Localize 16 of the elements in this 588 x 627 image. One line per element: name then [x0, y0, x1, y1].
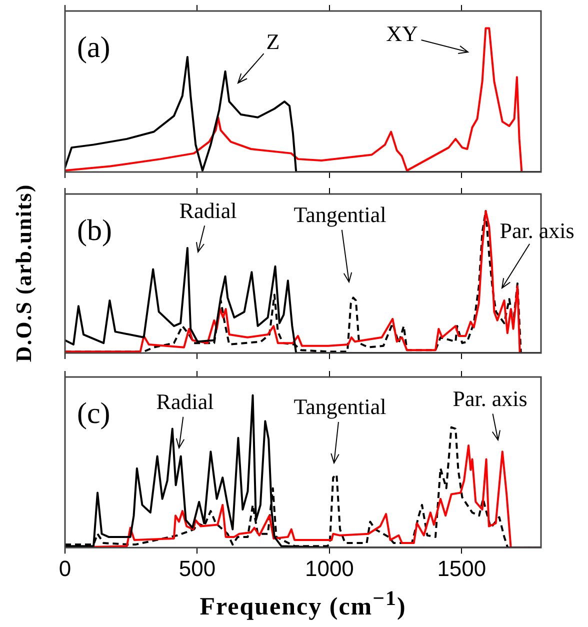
annotation: Tangential	[294, 202, 386, 227]
chart-title: (c)	[77, 396, 110, 430]
x-tick-label: 0	[58, 556, 72, 581]
annotation: Par. axis	[452, 386, 528, 411]
annotation: XY	[386, 20, 418, 46]
chart-title: (a)	[77, 30, 110, 64]
y-axis-title: D.O.S (arb.units)	[11, 184, 37, 362]
x-tick-label: 500	[178, 556, 216, 581]
x-axis-title: Frequency (cm$^{−1}$)	[198, 586, 408, 622]
annotation: Radial	[156, 388, 214, 414]
chart-title: (b)	[77, 214, 112, 247]
x-tick-label: 1000	[304, 556, 354, 581]
annotation: Tangential	[294, 394, 386, 419]
annotation: Z	[266, 28, 280, 54]
annotation: Radial	[179, 198, 237, 223]
x-tick-label: 1500	[437, 556, 486, 581]
